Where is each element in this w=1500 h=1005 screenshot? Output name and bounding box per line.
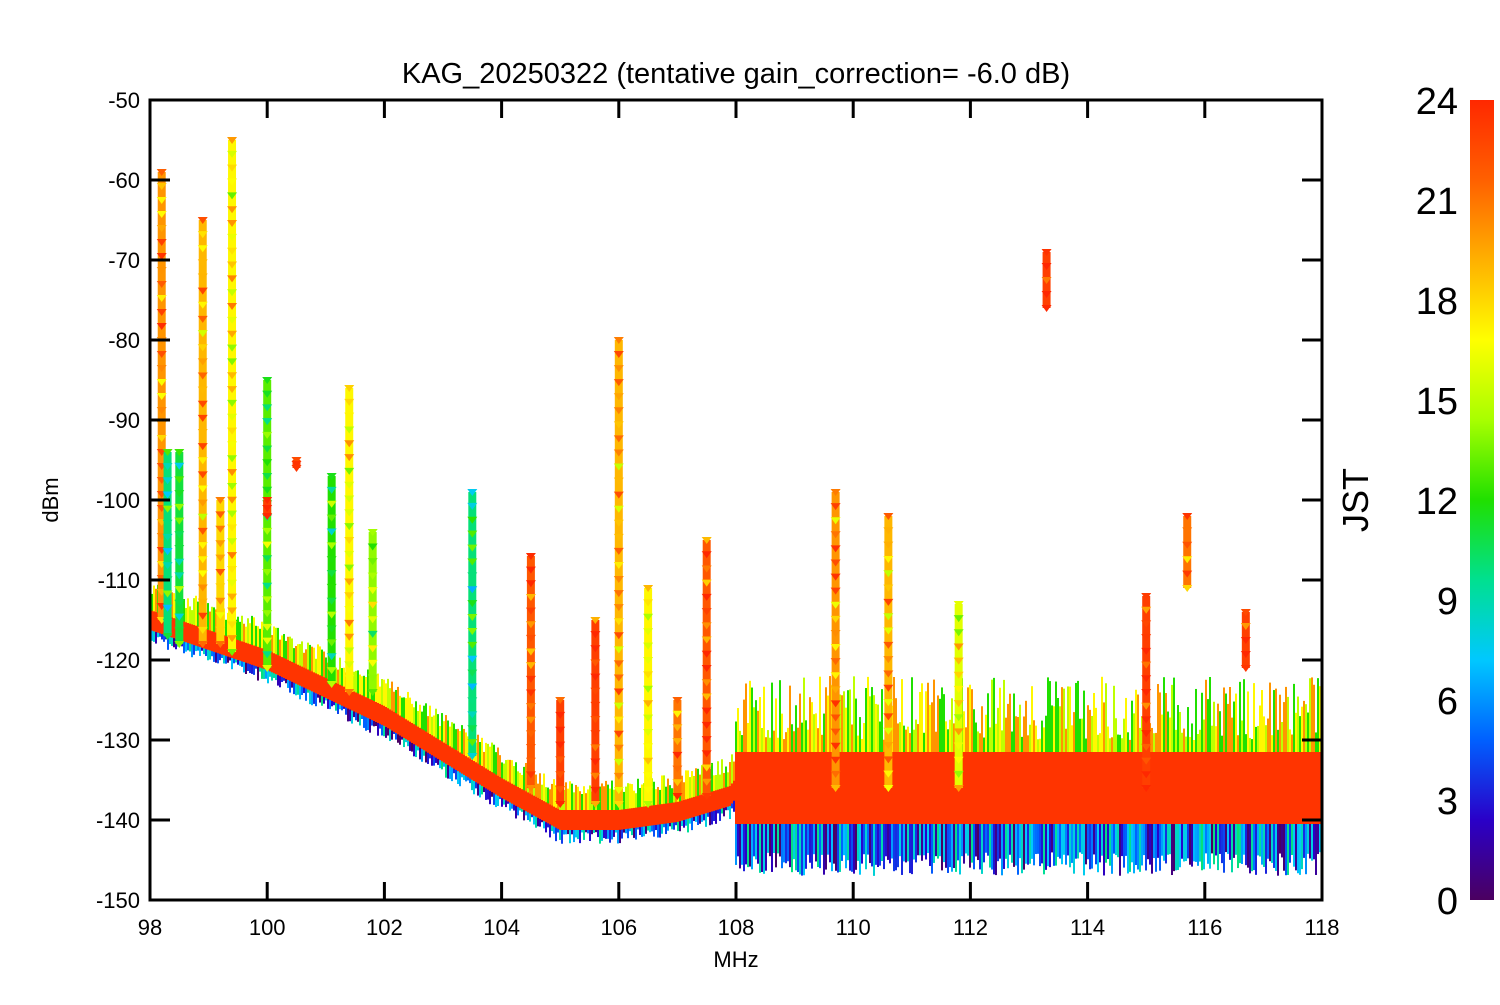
colorbar-tick-label: 24 — [1416, 81, 1458, 123]
y-tick-label: -120 — [96, 648, 140, 673]
y-tick-label: -110 — [98, 568, 140, 593]
y-tick-label: -140 — [96, 808, 140, 833]
colorbar-tick-label: 15 — [1416, 381, 1458, 423]
spectral-line — [291, 457, 302, 472]
spectral-line — [326, 473, 337, 688]
x-tick-label: 108 — [718, 915, 755, 940]
x-axis-label: MHz — [713, 947, 758, 972]
spectral-line — [672, 697, 683, 800]
x-tick-label: 116 — [1187, 915, 1222, 940]
noise-floor-points — [150, 584, 1322, 876]
y-tick-label: -70 — [108, 248, 140, 273]
spectral-line — [367, 529, 378, 696]
y-tick-label: -90 — [108, 408, 140, 433]
spectral-line — [215, 497, 226, 648]
y-tick-label: -150 — [96, 888, 140, 913]
x-tick-label: 118 — [1304, 915, 1339, 940]
spectral-line — [883, 513, 894, 792]
colorbar-gradient — [1470, 100, 1494, 900]
y-tick-label: -100 — [96, 488, 140, 513]
spectral-line — [525, 553, 536, 792]
colorbar-tick-label: 9 — [1437, 581, 1458, 623]
spectral-line — [555, 697, 566, 808]
spectral-line — [162, 449, 173, 640]
x-tick-label: 112 — [953, 915, 988, 940]
spectral-line — [613, 337, 624, 808]
spectral-line — [1240, 609, 1251, 672]
spectral-line — [174, 449, 185, 648]
colorbar-tick-label: 21 — [1416, 181, 1458, 223]
spectral-line — [262, 497, 273, 520]
colorbar-tick-label: 6 — [1437, 681, 1458, 723]
x-tick-label: 98 — [138, 915, 162, 940]
spectral-line — [953, 601, 964, 792]
x-tick-label: 110 — [836, 915, 871, 940]
y-tick-label: -60 — [108, 168, 140, 193]
spectral-line — [467, 489, 478, 760]
spectral-line — [830, 489, 841, 792]
axes: 98 100 102 104 106 108 110 112 114 116 118 -50 -60 -7… — [96, 88, 1340, 940]
spectral-line — [197, 217, 208, 648]
colorbar: 0 3 6 9 12 15 18 21 24 — [1416, 81, 1494, 923]
colorbar-label: JST — [1335, 468, 1376, 532]
colorbar-tick-label: 12 — [1416, 481, 1458, 523]
y-tick-label: -80 — [108, 328, 140, 353]
spectral-line — [643, 585, 654, 808]
x-tick-label: 102 — [366, 915, 403, 940]
y-tick-label: -50 — [108, 88, 140, 113]
spectral-line — [1041, 249, 1052, 312]
x-tick-label: 106 — [600, 915, 637, 940]
colorbar-tick-label: 3 — [1437, 781, 1458, 823]
spectral-line — [701, 537, 712, 800]
chart-title: KAG_20250322 (tentative gain_correction=… — [402, 58, 1070, 90]
data-points — [150, 137, 1322, 876]
spectral-line — [1182, 513, 1193, 592]
spectral-line — [344, 385, 355, 696]
spectral-line — [590, 617, 601, 808]
x-tick-label: 104 — [483, 915, 520, 940]
x-tick-label: 100 — [249, 915, 286, 940]
spectral-line — [262, 377, 273, 672]
colorbar-tick-label: 18 — [1416, 281, 1458, 323]
spectral-line — [1141, 593, 1152, 792]
spectral-line — [227, 137, 238, 656]
y-axis-label: dBm — [38, 477, 63, 522]
x-tick-label: 114 — [1070, 915, 1105, 940]
colorbar-tick-label: 0 — [1437, 881, 1458, 923]
y-tick-label: -130 — [96, 728, 140, 753]
